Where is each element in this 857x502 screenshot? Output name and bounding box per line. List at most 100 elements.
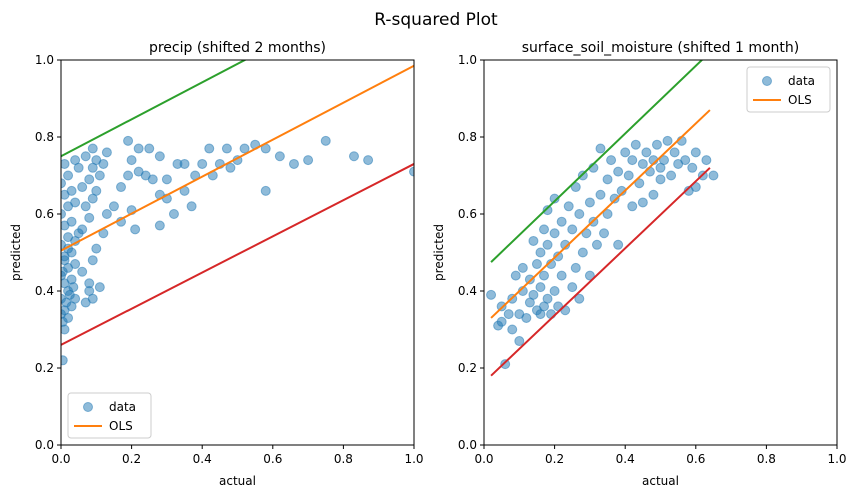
data-point [168,209,179,219]
data-point [63,170,74,181]
data-point [591,239,602,250]
data-point [627,155,638,166]
data-point [70,155,81,166]
data-point [221,143,232,154]
data-point [539,224,550,235]
data-point [655,174,666,185]
legend: data OLS [746,66,831,113]
data-point [77,266,88,277]
data-point [144,143,155,154]
data-point [637,158,648,169]
data-point [687,162,698,173]
legend-data-marker [83,402,93,412]
data-point [669,147,680,158]
y-tick-label: 0.6 [35,207,54,221]
data-point [634,178,645,189]
x-tick-label: 0.2 [122,452,141,466]
legend-data-marker [762,76,772,86]
lower-line [61,163,414,346]
data-point [630,139,641,150]
data-point [549,286,560,296]
data-point [87,143,98,154]
axes-frame [483,59,838,446]
data-point [574,209,585,219]
data-point [549,193,560,204]
data-point [108,201,119,212]
data-point [288,158,299,169]
data-point [486,289,497,300]
data-point [303,155,314,166]
data-point [680,155,691,166]
data-point [535,247,546,258]
data-point [567,282,578,293]
data-point [567,224,578,235]
data-point [61,209,66,219]
data-point [553,251,564,262]
data-point [542,293,553,304]
data-point [123,170,134,181]
x-tick-label: 0.6 [263,452,282,466]
y-tick-label: 0.8 [35,130,54,144]
y-tick-label: 0.2 [35,361,54,375]
plot-area [61,60,414,366]
data-point [595,189,606,200]
data-point [101,209,112,219]
data-point [61,158,70,169]
data-point [91,185,102,196]
data-point [94,170,105,181]
x-tick-label: 0.8 [757,452,776,466]
data-point [613,166,624,177]
data-point [70,293,81,304]
data-point [225,162,236,173]
data-point [531,259,542,270]
y-tick-label: 0.4 [35,284,54,298]
data-point [641,147,652,158]
data-point [563,201,574,212]
data-point [535,282,546,293]
x-tick-label: 0.4 [193,452,212,466]
data-point [101,147,112,158]
data-point [539,270,550,281]
data-point [140,170,151,181]
data-point [61,270,66,281]
data-point [66,216,77,227]
data-point [126,155,137,166]
x-tick-label: 0.0 [474,452,493,466]
data-point [595,143,606,154]
data-point [87,255,98,266]
data-point [123,135,134,146]
data-point [61,355,68,366]
data-point [154,151,165,162]
data-point [66,185,77,196]
y-tick-label: 0.0 [458,438,477,452]
plot-area [486,60,719,377]
data-point [556,216,567,227]
data-point [521,312,532,323]
data-point [602,174,613,185]
data-point [584,197,595,208]
data-point [500,359,511,370]
x-axis-label: actual [642,474,679,488]
data-point [666,170,677,181]
data-point [708,170,719,181]
data-point [577,247,588,258]
data-point [77,182,88,193]
data-point [70,197,81,208]
data-point [496,316,507,327]
data-point [133,143,144,154]
data-point [542,205,553,216]
data-point [84,278,95,289]
data-point [662,135,673,146]
data-point [546,309,557,320]
data-point [80,297,91,308]
data-point [514,336,525,347]
data-point [320,135,331,146]
upper-line [490,60,704,263]
ols-line [61,64,414,252]
data-point [409,166,414,177]
data-point [609,193,620,204]
ols-line [490,109,711,319]
data-point [77,224,88,235]
data-point [560,239,571,250]
lower-line [490,167,711,377]
